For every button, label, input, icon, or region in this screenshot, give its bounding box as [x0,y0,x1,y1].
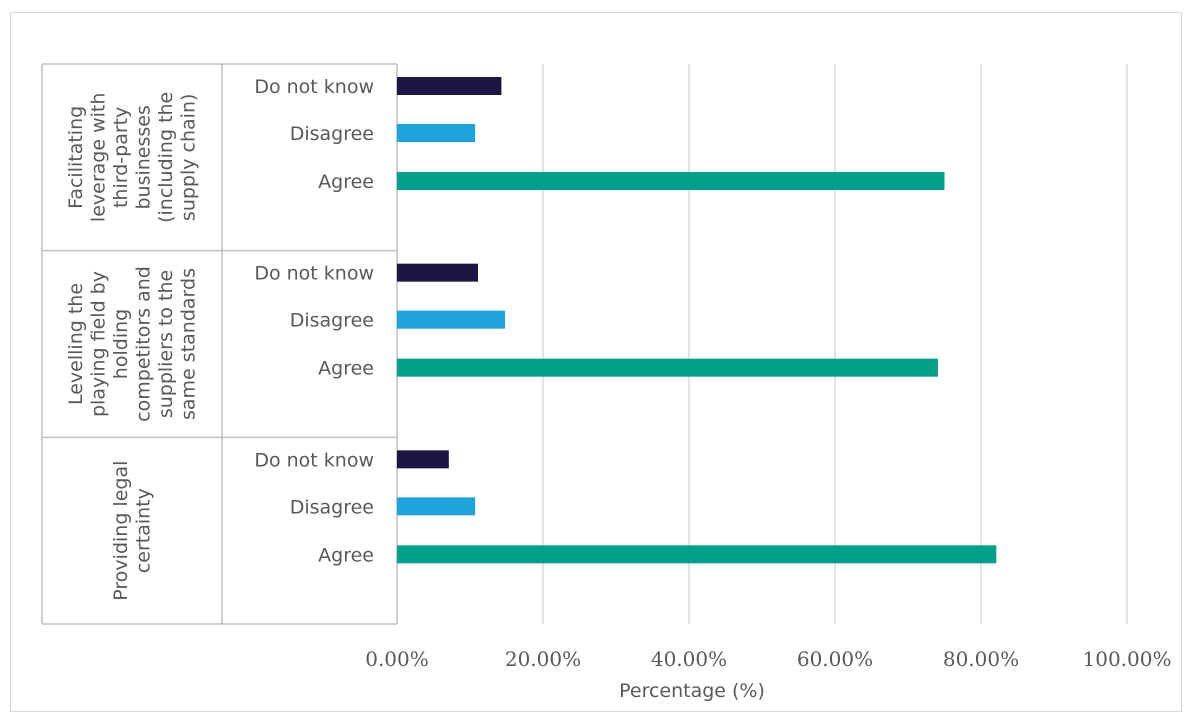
bar [397,311,505,329]
category-label: Disagree [290,310,374,332]
group-label-line: Providing legal [110,461,132,601]
bar [397,77,501,95]
group-label-line: Facilitating [65,106,87,209]
group-label-line: playing field by [87,271,109,417]
group-label: Levelling the playing field by holding comp… [65,266,200,422]
x-tick-label: 80.00% [943,647,1019,671]
category-label: Disagree [290,496,374,518]
category-label: Agree [318,171,374,193]
x-tick-label: 60.00% [797,647,873,671]
x-tick-label: 40.00% [651,647,727,671]
category-label: Agree [318,544,374,566]
group-label-line: Levelling the [65,283,87,405]
x-axis-title: Percentage (%) [619,680,765,702]
bar [397,545,996,563]
group-label-line: competitors and [132,266,154,422]
group-label-line: suppliers to the [155,270,177,418]
group-label-line: certainty [132,488,154,573]
category-label: Agree [318,358,374,380]
bars [397,77,996,563]
x-tick-label: 100.00% [1083,647,1172,671]
bar [397,450,449,468]
x-tick-label: 0.00% [365,647,429,671]
bar [397,264,478,282]
group-label-line: holding [110,309,132,379]
category-label: Do not know [254,263,374,285]
category-label: Disagree [290,123,374,145]
gridlines [543,64,1127,624]
group-label-line: businesses [132,105,154,209]
group-label-line: leverage with [87,93,109,222]
group-label-line: supply chain) [177,94,199,222]
bar [397,359,938,377]
x-tick-label: 20.00% [505,647,581,671]
bar [397,124,475,142]
bar [397,172,945,190]
category-label: Do not know [254,76,374,98]
bar [397,497,475,515]
group-label-line: same standards [177,268,199,420]
group-label-line: (including the [155,92,177,223]
group-label: Providing legal certainty [110,461,155,601]
group-label: Facilitating leverage with third-party busi… [65,92,200,223]
category-label: Do not know [254,449,374,471]
group-label-line: third-party [110,107,132,208]
